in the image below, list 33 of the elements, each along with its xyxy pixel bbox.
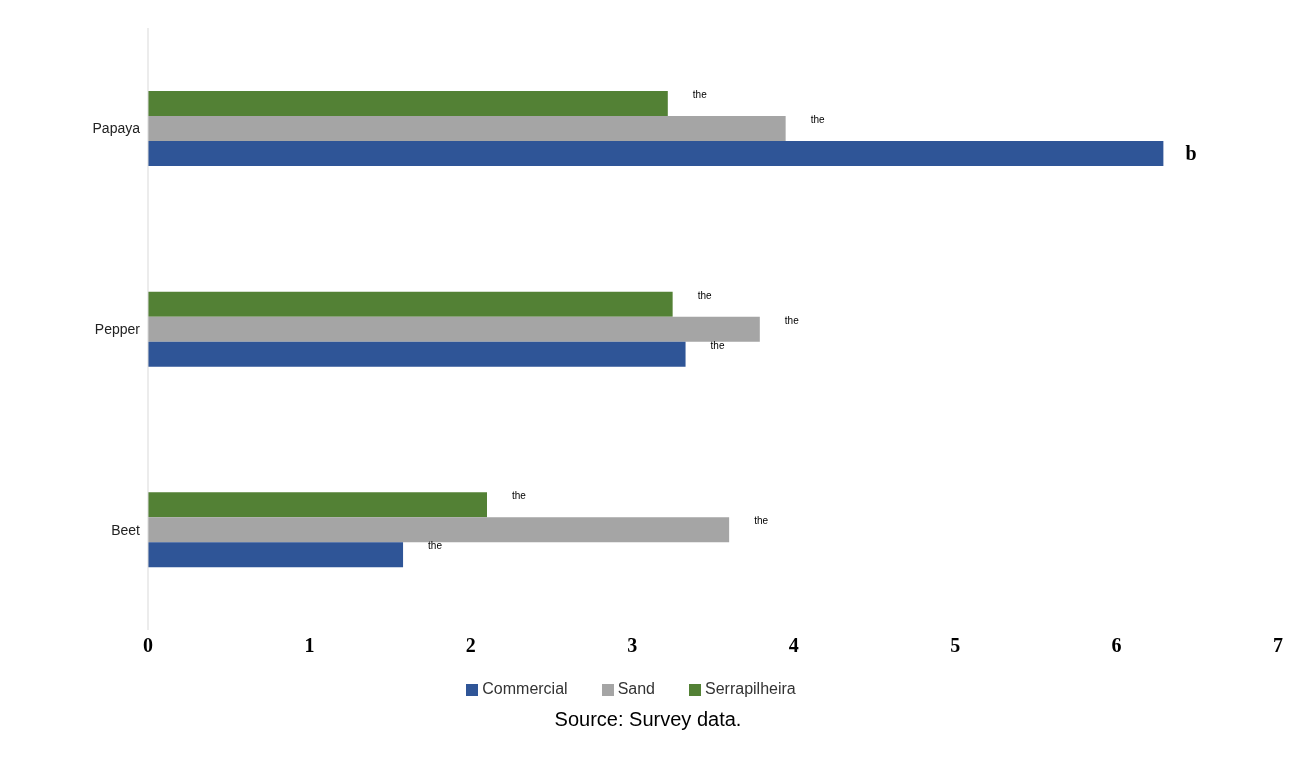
data-label: the xyxy=(428,540,443,552)
data-label: the xyxy=(784,314,800,326)
bar xyxy=(148,291,673,317)
bar xyxy=(148,517,730,543)
x-tick-label: 1 xyxy=(304,634,315,657)
x-tick-label: 4 xyxy=(788,634,799,657)
data-label: the xyxy=(697,289,712,301)
bar xyxy=(148,542,404,568)
data-label: b xyxy=(1185,141,1197,164)
x-tick-label: 5 xyxy=(950,634,961,657)
data-label: the xyxy=(512,490,527,502)
x-tick-label: 2 xyxy=(465,634,476,657)
source-note: Source: Survey data. xyxy=(553,708,743,731)
y-tick-label: Beet xyxy=(111,521,141,538)
bar xyxy=(148,316,760,342)
bar xyxy=(148,341,686,367)
y-tick-label: Pepper xyxy=(94,320,141,337)
bar xyxy=(148,492,487,518)
legend-label: Commercial xyxy=(482,680,568,697)
x-tick-label: 7 xyxy=(1273,634,1283,657)
y-tick-label: Papaya xyxy=(92,120,141,137)
bar xyxy=(148,91,668,116)
legend-label: Sand xyxy=(617,680,655,697)
bar xyxy=(148,141,1164,166)
data-label: the xyxy=(692,89,708,100)
data-label: the xyxy=(710,339,725,351)
legend-label: Serrapilheira xyxy=(705,680,796,697)
data-label: the xyxy=(810,114,825,125)
bar xyxy=(148,116,786,141)
x-tick-label: 6 xyxy=(1111,634,1122,657)
data-label: the xyxy=(754,515,769,527)
x-tick-label: 0 xyxy=(143,634,153,657)
x-tick-label: 3 xyxy=(627,634,638,657)
